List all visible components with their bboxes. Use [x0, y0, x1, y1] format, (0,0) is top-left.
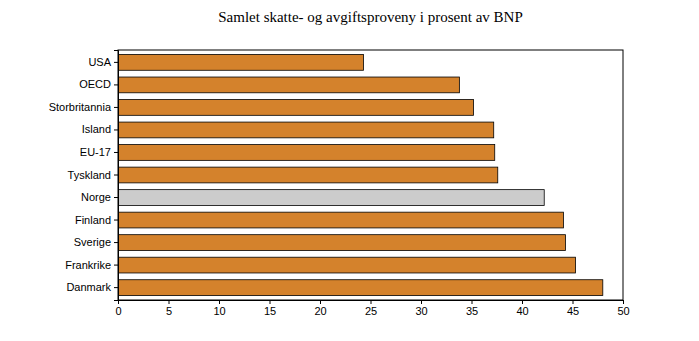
bar [118, 55, 363, 71]
y-tick-label: OECD [79, 78, 111, 90]
y-tick: Frankrike [65, 259, 118, 271]
plot: 0 5 10 15 20 25 30 35 40 45 50 USA OECD Storbritannia… [49, 50, 630, 317]
x-tick: 50 [617, 300, 629, 317]
x-tick: 25 [365, 300, 377, 317]
x-tick-mark [169, 300, 170, 304]
y-tick-label: Finland [75, 214, 111, 226]
title: Samlet skatte- og avgiftsproveny i prose… [218, 9, 523, 25]
bar [118, 167, 498, 183]
y-tick-mark [114, 84, 118, 85]
x-tick-mark [219, 300, 220, 304]
y-axis: USA OECD Storbritannia Island EU-17 Tyskland N… [49, 51, 119, 301]
y-tick: OECD [79, 78, 118, 90]
bar [118, 257, 576, 273]
y-tick-mark [114, 107, 118, 108]
bar [118, 235, 565, 251]
x-tick-label: 30 [415, 305, 427, 317]
x-tick: 5 [166, 300, 172, 317]
y-tick: Danmark [66, 281, 118, 293]
y-tick-label: Sverige [74, 236, 111, 248]
y-tick: Island [82, 123, 118, 135]
x-tick: 10 [213, 300, 225, 317]
x-tick-label: 40 [516, 305, 528, 317]
x-tick-mark [371, 300, 372, 304]
x-tick: 35 [466, 300, 478, 317]
y-tick-mark [114, 220, 118, 221]
y-tick-mark [114, 287, 118, 288]
x-tick-mark [472, 300, 473, 304]
bar [118, 280, 603, 296]
y-tick: Tyskland [68, 169, 118, 181]
bars [118, 55, 603, 296]
x-axis-line [119, 301, 624, 305]
y-tick: USA [88, 56, 118, 68]
x-tick-mark [320, 300, 321, 304]
y-tick-label: Tyskland [68, 169, 111, 181]
y-tick: Sverige [74, 236, 118, 248]
y-tick-label: USA [88, 56, 111, 68]
x-tick-mark [270, 300, 271, 304]
x-tick-label: 25 [365, 305, 377, 317]
y-tick-mark [114, 152, 118, 153]
x-tick-mark [522, 300, 523, 304]
y-tick-label: Norge [81, 191, 111, 203]
x-tick-label: 45 [567, 305, 579, 317]
y-tick-mark [114, 265, 118, 266]
y-tick: Norge [81, 191, 118, 203]
x-tick: 20 [314, 300, 326, 317]
y-tick-mark [114, 242, 118, 243]
y-tick: Finland [75, 214, 118, 226]
chart: Samlet skatte- og avgiftsproveny i prose… [0, 0, 699, 341]
y-tick-label: EU-17 [80, 146, 111, 158]
bar [118, 122, 494, 138]
x-tick-label: 0 [115, 305, 121, 317]
x-tick: 30 [415, 300, 427, 317]
y-tick: EU-17 [80, 146, 118, 158]
y-axis-line [114, 51, 119, 301]
x-tick-mark [573, 300, 574, 304]
x-tick-label: 50 [617, 305, 629, 317]
x-tick: 15 [264, 300, 276, 317]
bar [118, 145, 495, 161]
y-tick-mark [114, 175, 118, 176]
x-tick-label: 15 [264, 305, 276, 317]
bar [118, 77, 459, 93]
bar [118, 190, 544, 206]
y-tick: Storbritannia [49, 101, 118, 113]
y-tick-label: Island [82, 123, 111, 135]
y-tick-label: Danmark [66, 281, 111, 293]
bar [118, 100, 474, 116]
x-tick-label: 20 [314, 305, 326, 317]
x-axis: 0 5 10 15 20 25 30 35 40 45 50 [115, 300, 629, 317]
x-tick: 0 [115, 300, 121, 317]
x-tick-label: 10 [213, 305, 225, 317]
x-tick: 40 [516, 300, 528, 317]
x-tick-label: 5 [166, 305, 172, 317]
y-tick-label: Frankrike [65, 259, 111, 271]
y-tick-mark [114, 129, 118, 130]
y-tick-mark [114, 62, 118, 63]
y-tick-label: Storbritannia [49, 101, 112, 113]
bar [118, 212, 563, 228]
x-tick-mark [421, 300, 422, 304]
x-tick-mark [623, 300, 624, 304]
x-tick-label: 35 [466, 305, 478, 317]
y-tick-mark [114, 197, 118, 198]
x-tick: 45 [567, 300, 579, 317]
plot-frame [118, 50, 623, 300]
